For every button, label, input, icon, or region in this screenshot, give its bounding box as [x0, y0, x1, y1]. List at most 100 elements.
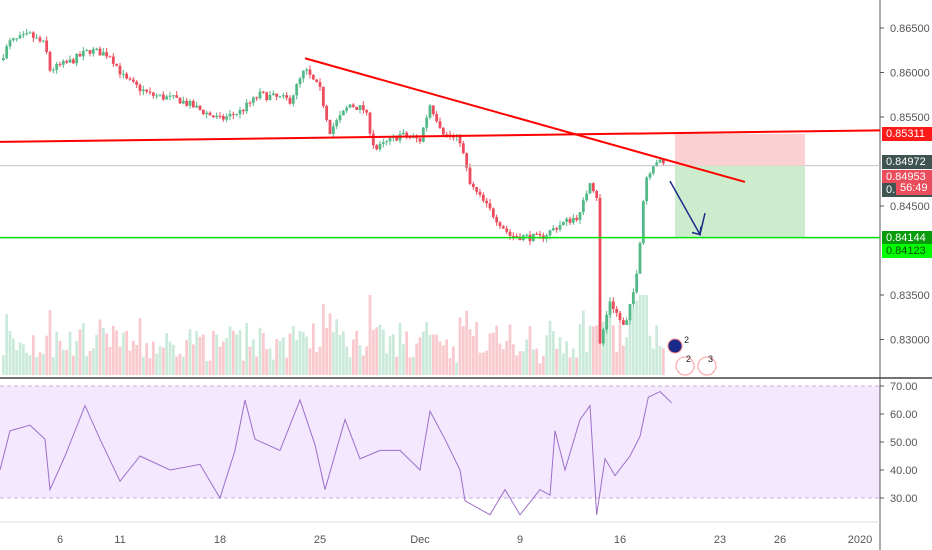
volume-bar — [171, 344, 175, 375]
candle-body — [188, 101, 192, 106]
price-tick-label: 0.86500 — [890, 23, 930, 35]
candle-body — [331, 126, 335, 134]
volume-bar — [75, 341, 79, 375]
time-tick-label: 9 — [517, 534, 523, 546]
volume-bar — [255, 356, 259, 375]
candle-body — [465, 153, 469, 168]
volume-bar — [615, 351, 619, 375]
volume-bar — [365, 346, 369, 375]
candle-body — [218, 115, 222, 117]
volume-bar — [661, 348, 665, 375]
candle-body — [61, 60, 65, 65]
event-badge-count: 3 — [708, 354, 713, 364]
volume-bar — [641, 295, 645, 375]
volume-bar — [515, 355, 519, 375]
price-label: 0.84144 — [882, 230, 932, 245]
candle-body — [555, 228, 559, 230]
candle-body — [628, 304, 632, 321]
volume-bar — [475, 322, 479, 375]
volume-bar — [635, 300, 639, 375]
candle-body — [615, 308, 619, 313]
volume-bar — [565, 341, 569, 375]
volume-bar — [231, 330, 235, 375]
volume-bar — [175, 356, 179, 375]
volume-bar — [48, 310, 52, 375]
volume-bar — [155, 353, 159, 375]
volume-bar — [588, 325, 592, 375]
candle-body — [605, 314, 609, 330]
candle-body — [118, 65, 122, 75]
candle-body — [578, 212, 582, 221]
candle-body — [648, 173, 652, 178]
volume-bar — [288, 333, 292, 375]
volume-bar — [501, 348, 505, 375]
volume-bar — [418, 337, 422, 375]
candle-body — [191, 101, 195, 108]
volume-bar — [625, 337, 629, 375]
volume-bar — [248, 346, 252, 375]
candle-body — [58, 63, 62, 65]
volume-bar — [335, 319, 339, 375]
volume-bar — [225, 337, 229, 375]
candle-body — [451, 136, 455, 138]
volume-bar — [545, 335, 549, 375]
volume-bar — [298, 330, 302, 375]
candle-body — [318, 82, 322, 87]
candle-body — [635, 273, 639, 293]
volume-bar — [115, 330, 119, 375]
volume-bar — [5, 314, 9, 375]
volume-bar — [528, 326, 532, 375]
rsi-tick-label: 50.00 — [890, 437, 918, 449]
candle-body — [78, 53, 82, 57]
candle-body — [178, 97, 182, 104]
event-badge-icon — [697, 356, 717, 376]
candle-body — [121, 73, 125, 75]
price-label: 0.84972 — [882, 155, 932, 170]
candle-body — [171, 95, 175, 97]
volume-bar — [601, 321, 605, 375]
volume-bar — [531, 349, 535, 375]
volume-bar — [241, 360, 245, 375]
candle-body — [175, 95, 179, 98]
volume-bar — [441, 345, 445, 375]
volume-bar — [215, 334, 219, 375]
volume-bar — [605, 319, 609, 375]
candle-body — [85, 50, 89, 52]
volume-bar — [315, 351, 319, 375]
candle-body — [245, 102, 249, 112]
candle-body — [511, 235, 515, 237]
volume-bar — [398, 322, 402, 375]
trendline — [304, 57, 746, 183]
price-tick-label: 0.83000 — [890, 335, 930, 347]
candle-body — [478, 191, 482, 195]
volume-bar — [121, 332, 125, 375]
candle-body — [428, 105, 432, 118]
volume-bar — [18, 342, 22, 375]
volume-bar — [321, 304, 325, 375]
volume-bar — [521, 351, 525, 375]
volume-bar — [318, 346, 322, 375]
candle-body — [108, 56, 112, 58]
volume-bar — [421, 331, 425, 375]
candle-body — [335, 120, 339, 127]
volume-bar — [358, 345, 362, 375]
volume-bar — [455, 362, 459, 375]
volume-bar — [218, 346, 222, 375]
candle-body — [458, 135, 462, 144]
candle-body — [341, 110, 345, 116]
volume-bar — [655, 325, 659, 375]
volume-bars — [1, 295, 665, 375]
volume-bar — [111, 325, 115, 375]
candle-body — [211, 115, 215, 118]
volume-bar — [118, 346, 122, 375]
volume-bar — [638, 295, 642, 375]
candle-body — [95, 48, 99, 50]
candle-body — [435, 114, 439, 122]
volume-bar — [471, 335, 475, 375]
volume-bar — [458, 317, 462, 375]
candle-body — [405, 132, 409, 137]
arrow-head-icon — [691, 226, 702, 236]
candle-body — [141, 89, 145, 92]
